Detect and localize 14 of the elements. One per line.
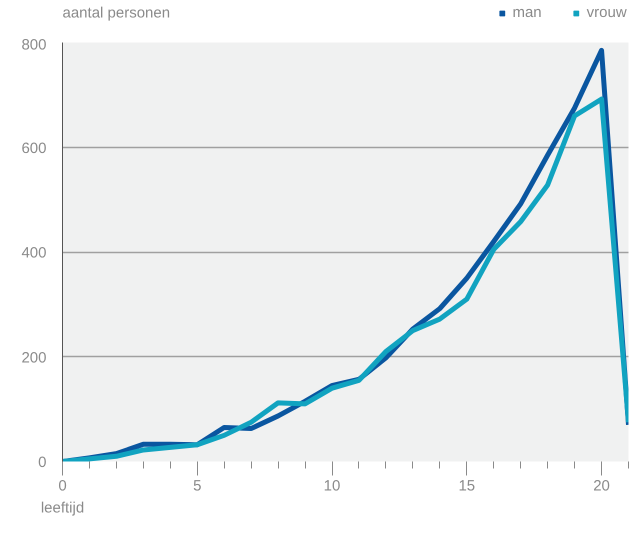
x-axis-title: leeftijd bbox=[40, 500, 84, 516]
y-tick-label: 200 bbox=[21, 349, 47, 366]
y-axis-title: aantal personen bbox=[62, 4, 170, 22]
x-tick-label: 0 bbox=[58, 478, 67, 494]
y-tick-label: 600 bbox=[21, 140, 47, 157]
x-tick-label: 5 bbox=[193, 478, 202, 494]
y-tick-label: 800 bbox=[21, 36, 47, 54]
y-tick-label: 400 bbox=[21, 244, 47, 262]
legend-label: vrouw bbox=[586, 4, 627, 21]
x-tick-label: 10 bbox=[324, 478, 340, 494]
y-tick-label: 0 bbox=[38, 454, 46, 471]
x-tick-label: 20 bbox=[593, 478, 610, 494]
x-tick-label: 15 bbox=[458, 478, 476, 494]
legend-label: man bbox=[512, 4, 542, 21]
